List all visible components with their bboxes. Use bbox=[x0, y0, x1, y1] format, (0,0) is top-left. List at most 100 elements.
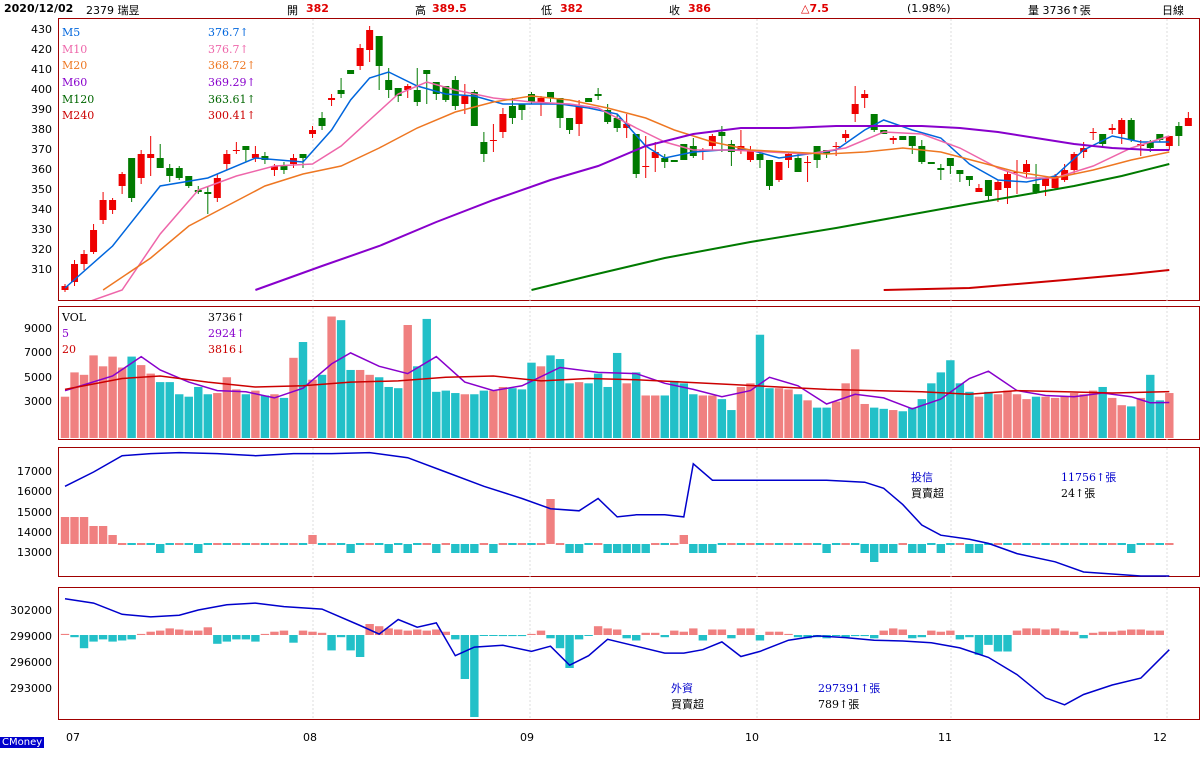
trust-net-bar bbox=[251, 543, 260, 545]
foreign-net-bar bbox=[403, 630, 412, 635]
candle-body bbox=[394, 88, 402, 96]
foreign-net-bar bbox=[727, 635, 736, 639]
foreign-tick: 299000 bbox=[10, 630, 52, 643]
trust-net-bar bbox=[260, 543, 270, 545]
foreign-net-bar bbox=[327, 635, 336, 651]
volume-bar bbox=[79, 374, 89, 438]
candle-body bbox=[71, 264, 79, 282]
trust-net-bar bbox=[232, 543, 241, 545]
foreign-net-bar bbox=[317, 632, 327, 635]
candle-body bbox=[899, 136, 907, 140]
volume-bar bbox=[327, 316, 336, 438]
trust-net-bar bbox=[1079, 543, 1088, 545]
trust-net-bar bbox=[175, 543, 184, 545]
candle-body bbox=[480, 142, 488, 154]
volume-bar bbox=[1146, 374, 1155, 438]
foreign-net-bar bbox=[898, 629, 907, 635]
volume-bar bbox=[622, 383, 631, 438]
legend-m20-value: 368.72↑ bbox=[208, 59, 256, 72]
candle-body bbox=[1023, 164, 1031, 172]
trust-net-bar bbox=[1012, 543, 1022, 545]
trust-net-bar bbox=[574, 544, 584, 553]
foreign-net-bar bbox=[298, 630, 308, 635]
candle-body bbox=[661, 158, 669, 162]
price-tick: 310 bbox=[31, 263, 52, 276]
volume-bar bbox=[355, 369, 365, 438]
brand-logo: CMoney bbox=[0, 737, 45, 748]
trust-net-bar bbox=[1108, 543, 1117, 545]
foreign-net-bar bbox=[927, 630, 936, 635]
volume-bar bbox=[394, 388, 403, 438]
foreign-net-bar bbox=[679, 631, 688, 635]
volume-bar bbox=[660, 395, 669, 438]
trust-net-bar bbox=[908, 544, 917, 553]
close-label: 收 bbox=[669, 4, 680, 17]
foreign-net-bar bbox=[984, 635, 993, 645]
trust-net-bar bbox=[831, 543, 841, 545]
foreign-net-bar bbox=[1022, 628, 1031, 635]
volume-bar bbox=[670, 380, 679, 438]
candle-body bbox=[518, 104, 526, 110]
foreign-net-bar bbox=[831, 635, 841, 637]
foreign-net-bar bbox=[965, 635, 974, 638]
volume-bar bbox=[679, 383, 688, 438]
trust-net-bar bbox=[527, 543, 536, 545]
trust-net-bar bbox=[689, 544, 698, 553]
volume-bar bbox=[736, 386, 746, 438]
trust-net-bar bbox=[755, 543, 765, 545]
volume-bar bbox=[898, 411, 907, 438]
volume-bar bbox=[336, 320, 346, 438]
foreign-net-bar bbox=[574, 635, 584, 640]
candle-body bbox=[1051, 176, 1059, 188]
foreign-net-bar bbox=[870, 635, 879, 639]
trust-net-bar bbox=[60, 517, 70, 544]
trust-net-bar bbox=[679, 535, 688, 544]
candle-body bbox=[137, 154, 145, 178]
foreign-net-bar bbox=[470, 635, 479, 717]
volume-bar bbox=[1165, 393, 1174, 438]
volume-bar bbox=[689, 394, 698, 438]
trust-net-bar bbox=[612, 544, 622, 553]
volume-bar bbox=[955, 383, 965, 438]
trust-net-bar bbox=[536, 543, 546, 545]
trust-net-bar bbox=[413, 543, 422, 545]
candle-body bbox=[508, 106, 516, 118]
volume-bar bbox=[127, 356, 136, 438]
trust-net-bar bbox=[222, 543, 232, 545]
trust-net-bar bbox=[565, 544, 574, 553]
trust-net-bar bbox=[555, 543, 565, 545]
candle-body bbox=[1042, 178, 1050, 186]
open-label: 開 bbox=[287, 4, 298, 17]
trust-net-bar bbox=[727, 543, 736, 545]
volume-bar bbox=[194, 386, 203, 438]
foreign-tick: 293000 bbox=[10, 682, 52, 695]
volume-bar bbox=[698, 395, 708, 438]
foreign-net-bar bbox=[213, 635, 222, 644]
volume-tick: 3000 bbox=[24, 395, 52, 408]
volume-ma5-line bbox=[64, 352, 1170, 410]
foreign-net-bar bbox=[1079, 635, 1088, 639]
candle-body bbox=[975, 188, 983, 192]
price-tick: 320 bbox=[31, 243, 52, 256]
foreign-net-bar bbox=[1136, 629, 1145, 635]
x-tick: 07 bbox=[66, 731, 80, 744]
volume-bar bbox=[1108, 397, 1117, 438]
price-tick: 340 bbox=[31, 203, 52, 216]
volume-bar bbox=[593, 373, 603, 438]
foreign-net-bar bbox=[108, 635, 117, 642]
foreign-net-bar bbox=[993, 635, 1003, 652]
candle-body bbox=[223, 154, 231, 164]
volume-bar bbox=[260, 395, 270, 438]
x-tick: 08 bbox=[303, 731, 317, 744]
trust-net-bar bbox=[698, 544, 708, 553]
price-panel bbox=[58, 18, 1200, 301]
candle-body bbox=[280, 166, 288, 170]
candle-body bbox=[413, 90, 421, 102]
volume-bar bbox=[793, 394, 803, 438]
foreign-net-bar bbox=[593, 626, 603, 635]
foreign-net-bar bbox=[156, 630, 165, 635]
trust-net-bar bbox=[746, 543, 755, 545]
volume-bar bbox=[451, 393, 460, 438]
trust-net-bar bbox=[213, 543, 222, 545]
